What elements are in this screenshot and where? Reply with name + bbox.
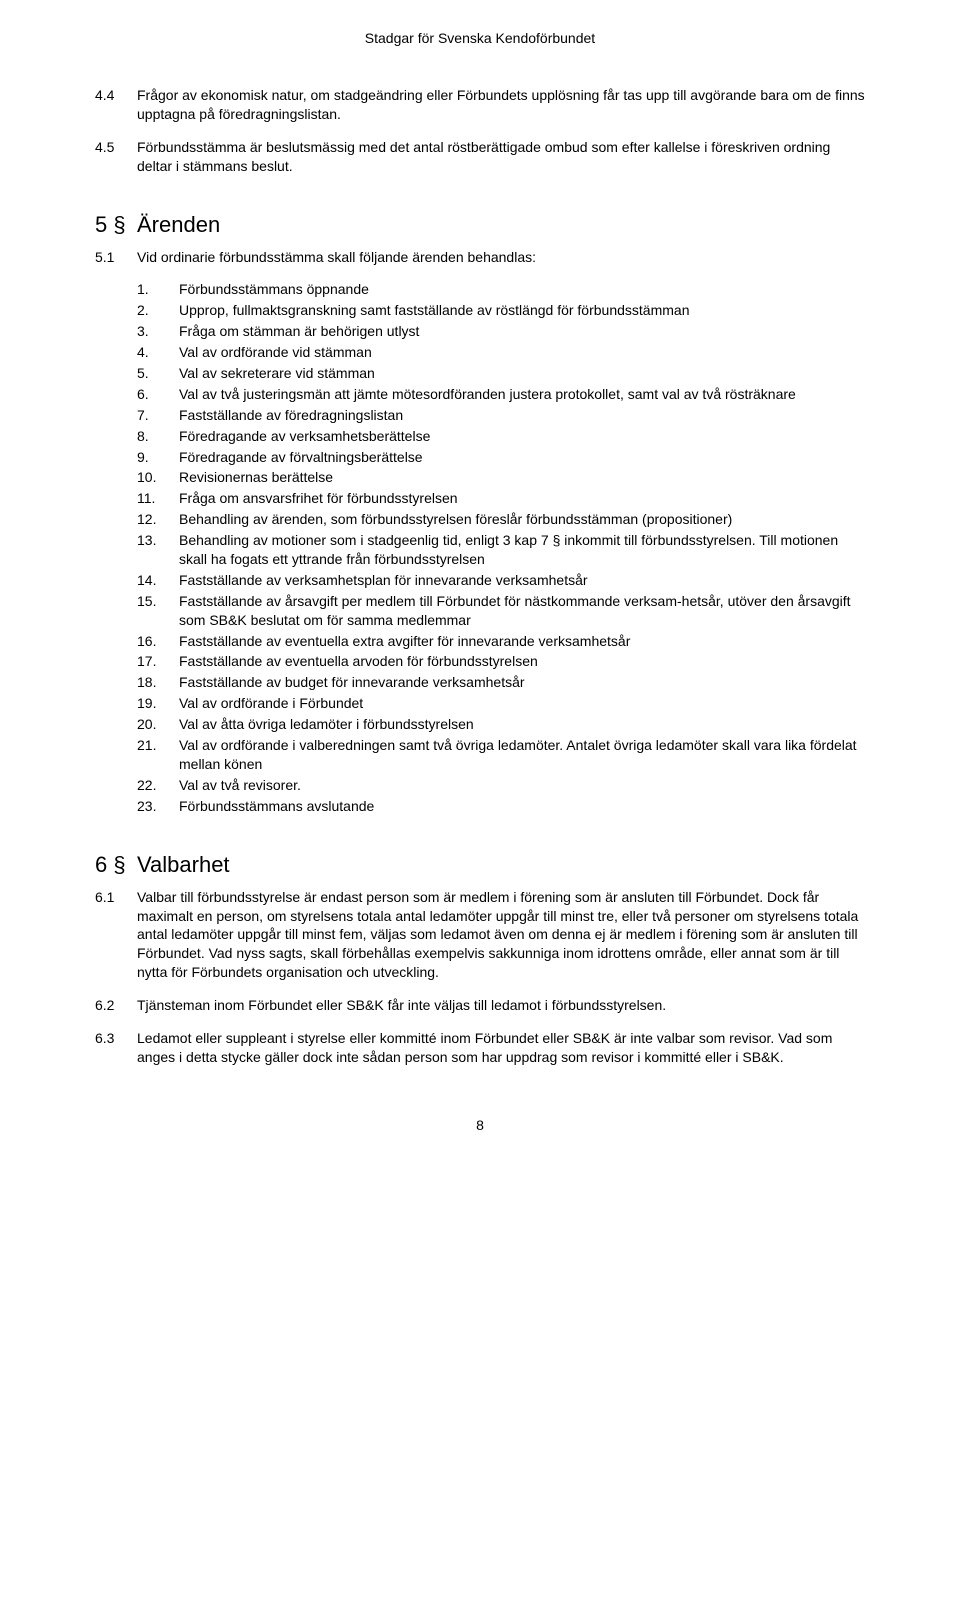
list-num: 18. <box>137 673 179 692</box>
list-item: 6.Val av två justeringsmän att jämte möt… <box>137 385 865 404</box>
section-title: Ärenden <box>137 212 865 238</box>
page-header: Stadgar för Svenska Kendoförbundet <box>95 30 865 46</box>
list-text: Fråga om ansvarsfrihet för förbundsstyre… <box>179 489 865 508</box>
list-text: Fastställande av verksamhetsplan för inn… <box>179 571 865 590</box>
list-item: 4.Val av ordförande vid stämman <box>137 343 865 362</box>
list-num: 14. <box>137 571 179 590</box>
section-6: 6 § Valbarhet <box>95 852 865 878</box>
list-num: 20. <box>137 715 179 734</box>
list-item: 7.Fastställande av föredragningslistan <box>137 406 865 425</box>
para-5-1: 5.1 Vid ordinarie förbundsstämma skall f… <box>95 248 865 267</box>
list-num: 15. <box>137 592 179 630</box>
para-num: 4.5 <box>95 138 137 176</box>
list-text: Val av sekreterare vid stämman <box>179 364 865 383</box>
list-num: 16. <box>137 632 179 651</box>
list-text: Fastställande av eventuella extra avgift… <box>179 632 865 651</box>
para-6-1: 6.1 Valbar till förbundsstyrelse är enda… <box>95 888 865 982</box>
list-text: Revisionernas berättelse <box>179 468 865 487</box>
list-item: 18.Fastställande av budget för innevaran… <box>137 673 865 692</box>
list-item: 10.Revisionernas berättelse <box>137 468 865 487</box>
list-num: 17. <box>137 652 179 671</box>
para-text: Frågor av ekonomisk natur, om stadgeändr… <box>137 86 865 124</box>
para-text: Förbundsstämma är beslutsmässig med det … <box>137 138 865 176</box>
list-item: 5.Val av sekreterare vid stämman <box>137 364 865 383</box>
list-item: 17.Fastställande av eventuella arvoden f… <box>137 652 865 671</box>
list-num: 21. <box>137 736 179 774</box>
para-text: Valbar till förbundsstyrelse är endast p… <box>137 888 865 982</box>
list-item: 20.Val av åtta övriga ledamöter i förbun… <box>137 715 865 734</box>
list-num: 3. <box>137 322 179 341</box>
page-number: 8 <box>95 1117 865 1133</box>
para-num: 4.4 <box>95 86 137 124</box>
list-text: Val av ordförande i valberedningen samt … <box>179 736 865 774</box>
list-item: 9.Föredragande av förvaltningsberättelse <box>137 448 865 467</box>
list-text: Föredragande av förvaltningsberättelse <box>179 448 865 467</box>
list-num: 23. <box>137 797 179 816</box>
para-4-5: 4.5 Förbundsstämma är beslutsmässig med … <box>95 138 865 176</box>
list-text: Val av två revisorer. <box>179 776 865 795</box>
list-num: 10. <box>137 468 179 487</box>
list-num: 4. <box>137 343 179 362</box>
list-item: 22.Val av två revisorer. <box>137 776 865 795</box>
list-num: 9. <box>137 448 179 467</box>
list-text: Fråga om stämman är behörigen utlyst <box>179 322 865 341</box>
para-6-2: 6.2 Tjänsteman inom Förbundet eller SB&K… <box>95 996 865 1015</box>
list-item: 14.Fastställande av verksamhetsplan för … <box>137 571 865 590</box>
list-text: Behandling av ärenden, som förbundsstyre… <box>179 510 865 529</box>
list-text: Val av två justeringsmän att jämte mötes… <box>179 385 865 404</box>
list-text: Behandling av motioner som i stadgeenlig… <box>179 531 865 569</box>
list-num: 22. <box>137 776 179 795</box>
para-num: 6.3 <box>95 1029 137 1067</box>
list-num: 6. <box>137 385 179 404</box>
list-num: 11. <box>137 489 179 508</box>
list-num: 7. <box>137 406 179 425</box>
list-text: Fastställande av föredragningslistan <box>179 406 865 425</box>
para-num: 5.1 <box>95 248 137 267</box>
list-num: 1. <box>137 280 179 299</box>
list-text: Förbundsstämmans öppnande <box>179 280 865 299</box>
section-title: Valbarhet <box>137 852 865 878</box>
list-num: 19. <box>137 694 179 713</box>
list-item: 21.Val av ordförande i valberedningen sa… <box>137 736 865 774</box>
list-text: Föredragande av verksamhetsberättelse <box>179 427 865 446</box>
list-item: 11.Fråga om ansvarsfrihet för förbundsst… <box>137 489 865 508</box>
list-text: Fastställande av budget för innevarande … <box>179 673 865 692</box>
list-item: 13.Behandling av motioner som i stadgeen… <box>137 531 865 569</box>
section-heading: 6 § Valbarhet <box>95 852 865 878</box>
list-text: Val av ordförande i Förbundet <box>179 694 865 713</box>
list-item: 12.Behandling av ärenden, som förbundsst… <box>137 510 865 529</box>
list-item: 2.Upprop, fullmaktsgranskning samt fasts… <box>137 301 865 320</box>
list-item: 15.Fastställande av årsavgift per medlem… <box>137 592 865 630</box>
para-text: Tjänsteman inom Förbundet eller SB&K får… <box>137 996 865 1015</box>
list-text: Fastställande av eventuella arvoden för … <box>179 652 865 671</box>
list-text: Upprop, fullmaktsgranskning samt faststä… <box>179 301 865 320</box>
para-4-4: 4.4 Frågor av ekonomisk natur, om stadge… <box>95 86 865 124</box>
list-num: 2. <box>137 301 179 320</box>
list-item: 8.Föredragande av verksamhetsberättelse <box>137 427 865 446</box>
para-6-3: 6.3 Ledamot eller suppleant i styrelse e… <box>95 1029 865 1067</box>
para-text: Ledamot eller suppleant i styrelse eller… <box>137 1029 865 1067</box>
list-text: Fastställande av årsavgift per medlem ti… <box>179 592 865 630</box>
list-text: Val av åtta övriga ledamöter i förbundss… <box>179 715 865 734</box>
list-num: 12. <box>137 510 179 529</box>
para-text: Vid ordinarie förbundsstämma skall följa… <box>137 248 865 267</box>
section-5: 5 § Ärenden <box>95 212 865 238</box>
section-num: 6 § <box>95 852 137 878</box>
list-item: 23.Förbundsstämmans avslutande <box>137 797 865 816</box>
section-heading: 5 § Ärenden <box>95 212 865 238</box>
para-num: 6.2 <box>95 996 137 1015</box>
para-num: 6.1 <box>95 888 137 982</box>
list-item: 16.Fastställande av eventuella extra avg… <box>137 632 865 651</box>
list-num: 8. <box>137 427 179 446</box>
list-num: 5. <box>137 364 179 383</box>
list-num: 13. <box>137 531 179 569</box>
list-item: 19.Val av ordförande i Förbundet <box>137 694 865 713</box>
section-num: 5 § <box>95 212 137 238</box>
list-item: 1.Förbundsstämmans öppnande <box>137 280 865 299</box>
list-text: Val av ordförande vid stämman <box>179 343 865 362</box>
list-item: 3.Fråga om stämman är behörigen utlyst <box>137 322 865 341</box>
list-text: Förbundsstämmans avslutande <box>179 797 865 816</box>
ordered-list-5: 1.Förbundsstämmans öppnande2.Upprop, ful… <box>137 280 865 815</box>
